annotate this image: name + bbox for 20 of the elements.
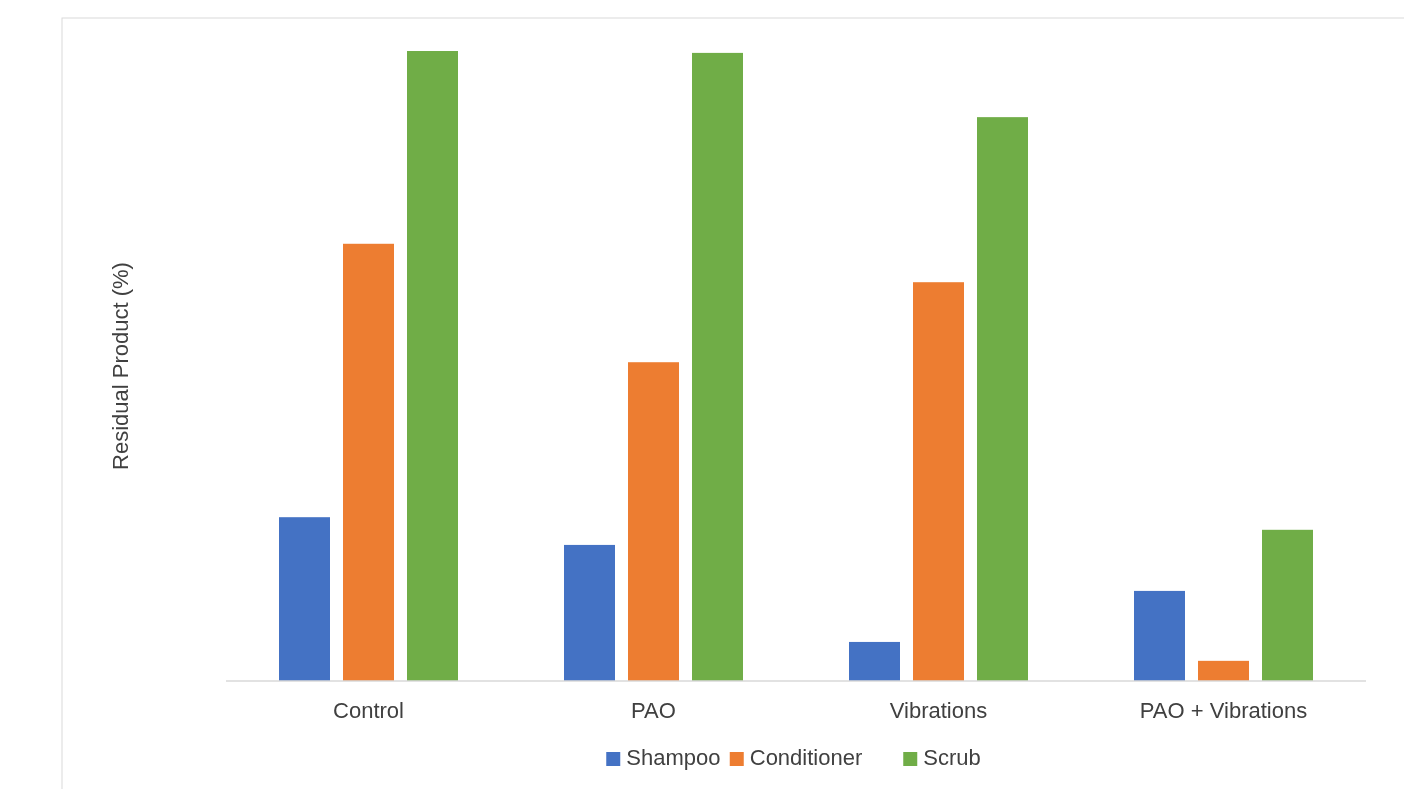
x-tick-label: PAO xyxy=(631,698,676,723)
bar xyxy=(279,517,330,681)
bar xyxy=(343,243,394,681)
bar xyxy=(1198,660,1249,681)
x-tick-label: PAO + Vibrations xyxy=(1139,698,1308,723)
bar xyxy=(1134,590,1185,681)
x-tick-label: Control xyxy=(333,698,404,723)
bar xyxy=(1262,529,1313,681)
bar xyxy=(913,282,964,681)
legend-label: Shampoo xyxy=(626,745,721,770)
bar xyxy=(407,51,458,681)
legend-label: Conditioner xyxy=(749,745,863,770)
bar xyxy=(628,362,679,681)
bar xyxy=(692,52,743,681)
legend-label: Scrub xyxy=(923,745,981,770)
bar xyxy=(564,544,615,681)
y-axis-title: Residual Product (%) xyxy=(108,262,133,470)
x-tick-label: Vibrations xyxy=(889,698,988,723)
bar xyxy=(849,641,900,681)
bar xyxy=(977,117,1028,681)
